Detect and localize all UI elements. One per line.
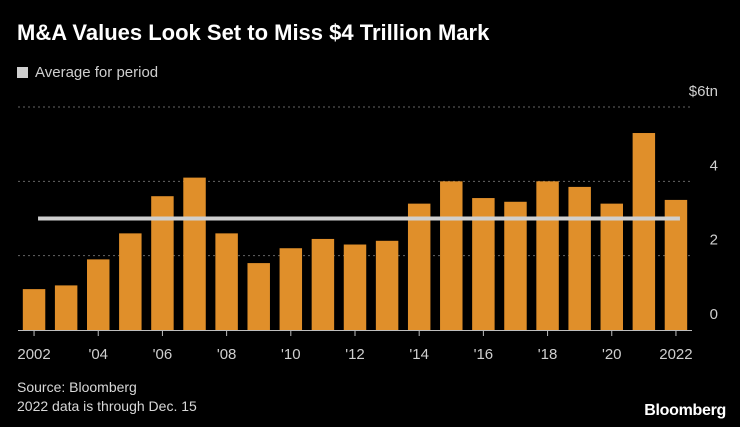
bar-2010	[279, 248, 303, 330]
x-tick-label: '04	[88, 346, 108, 363]
bar-2021	[632, 133, 656, 330]
y-axis-labels: 0 2 4 $6tn	[689, 83, 718, 323]
bar-2009	[247, 263, 270, 330]
chart-title: M&A Values Look Set to Miss $4 Trillion …	[17, 20, 490, 45]
y-tick-label: $6tn	[689, 83, 718, 100]
x-tick-label: '12	[345, 346, 365, 363]
bar-2020	[600, 203, 623, 330]
x-tick-label: 2002	[17, 346, 50, 363]
bar-2004	[87, 259, 110, 330]
data-note: 2022 data is through Dec. 15	[17, 398, 197, 414]
bar-2013	[375, 240, 399, 330]
bar-2017	[504, 201, 527, 330]
bloomberg-logo: Bloomberg	[644, 402, 726, 419]
bar-2002	[22, 289, 46, 330]
bar-2008	[215, 233, 238, 330]
bar-2016	[472, 198, 495, 330]
x-tick-label: '20	[602, 346, 622, 363]
bar-2006	[151, 196, 174, 330]
bar-2003	[54, 285, 78, 330]
bar-2011	[311, 238, 335, 330]
bar-2014	[407, 203, 431, 330]
bar-2015	[440, 181, 463, 330]
source-text: Source: Bloomberg	[17, 379, 137, 395]
x-axis-labels: 2002 '04 '06 '08 '10 '12 '14 '16 '18 '20 2022	[17, 346, 692, 363]
y-tick-label: 4	[710, 157, 718, 174]
bar-2005	[119, 233, 142, 330]
bar-2018	[536, 181, 559, 330]
bar-2022	[664, 199, 688, 330]
y-tick-label: 0	[710, 306, 718, 323]
x-tick-label: '08	[217, 346, 237, 363]
y-tick-label: 2	[710, 232, 718, 249]
source-note: Source: Bloomberg 2022 data is through D…	[17, 378, 197, 416]
legend: Average for period	[17, 64, 158, 81]
x-tick-label: '14	[409, 346, 429, 363]
x-tick-label: '10	[281, 346, 301, 363]
bar-2007	[183, 177, 206, 330]
x-tick-label: 2022	[659, 346, 692, 363]
bars	[22, 133, 688, 330]
x-axis	[18, 330, 692, 336]
x-tick-label: '16	[474, 346, 494, 363]
x-tick-label: '18	[538, 346, 558, 363]
x-tick-label: '06	[153, 346, 173, 363]
legend-label-average: Average for period	[35, 64, 159, 81]
legend-swatch-average	[17, 67, 28, 78]
bar-2019	[568, 186, 591, 330]
bar-2012	[343, 244, 367, 330]
